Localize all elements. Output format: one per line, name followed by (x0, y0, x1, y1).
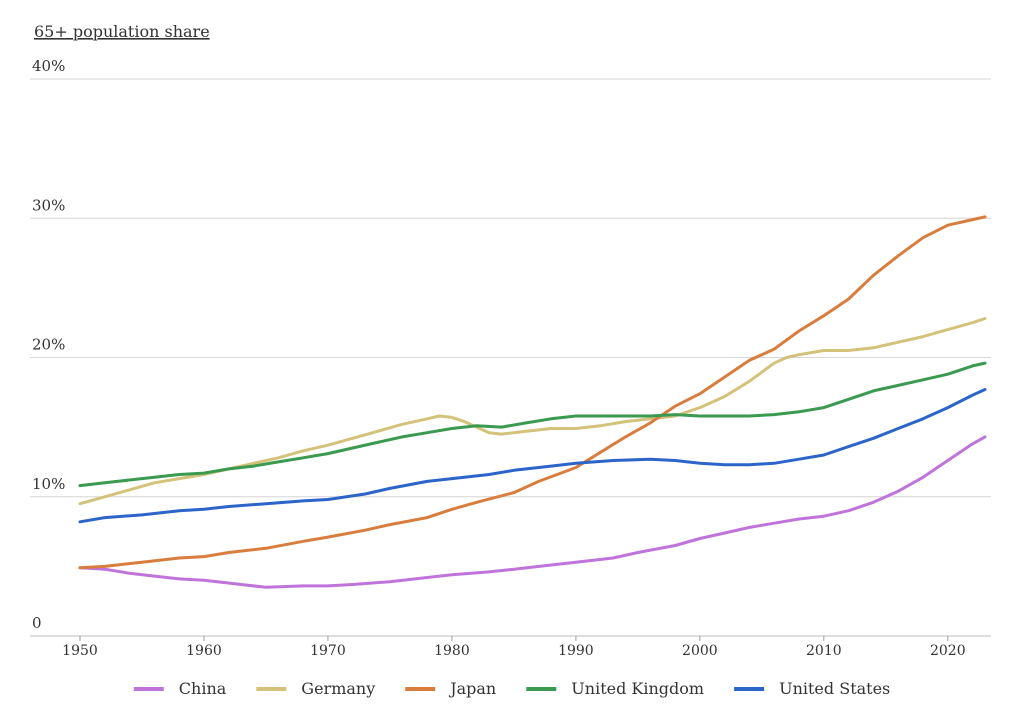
x-tick-label: 1980 (434, 643, 470, 659)
x-tick-label: 2010 (806, 643, 842, 659)
series-line-china (78, 435, 987, 589)
x-tick-label: 1960 (186, 643, 222, 659)
y-tick-label: 40% (32, 57, 65, 75)
y-tick-label: 10% (32, 475, 65, 493)
x-tick-label: 1950 (62, 643, 98, 659)
x-tick-label: 2020 (930, 643, 966, 659)
gridlines (30, 78, 991, 637)
legend-label: United States (779, 679, 890, 698)
y-axis: 0 10% 20% 30% 40% (32, 57, 65, 632)
legend-item-germany: Germany (256, 679, 375, 698)
legend-label: Germany (301, 679, 375, 698)
legend-label: China (179, 679, 227, 698)
legend-label: United Kingdom (571, 679, 704, 698)
legend-item-united-kingdom: United Kingdom (526, 679, 704, 698)
y-axis-label: 65+ population share (34, 22, 210, 41)
x-tick-label: 1970 (310, 643, 346, 659)
y-tick-label: 30% (32, 196, 65, 214)
x-tick-label: 1990 (558, 643, 594, 659)
legend-label: Japan (448, 679, 496, 698)
legend-item-china: China (133, 679, 227, 698)
legend-item-united-states: United States (734, 679, 890, 698)
series-line-united-states (78, 388, 987, 524)
y-tick-label: 20% (32, 336, 65, 354)
y-tick-label: 0 (32, 614, 42, 632)
x-tick-label: 2000 (682, 643, 718, 659)
series-line-united-kingdom (78, 361, 987, 488)
legend: China Germany Japan United Kingdom United St… (133, 679, 890, 698)
legend-item-japan: Japan (405, 679, 496, 698)
plot-area (78, 215, 987, 589)
series-line-japan (78, 215, 987, 570)
x-axis: 1950 1960 1970 1980 1990 2000 2010 2020 (62, 636, 966, 659)
series-line-germany (78, 317, 987, 506)
